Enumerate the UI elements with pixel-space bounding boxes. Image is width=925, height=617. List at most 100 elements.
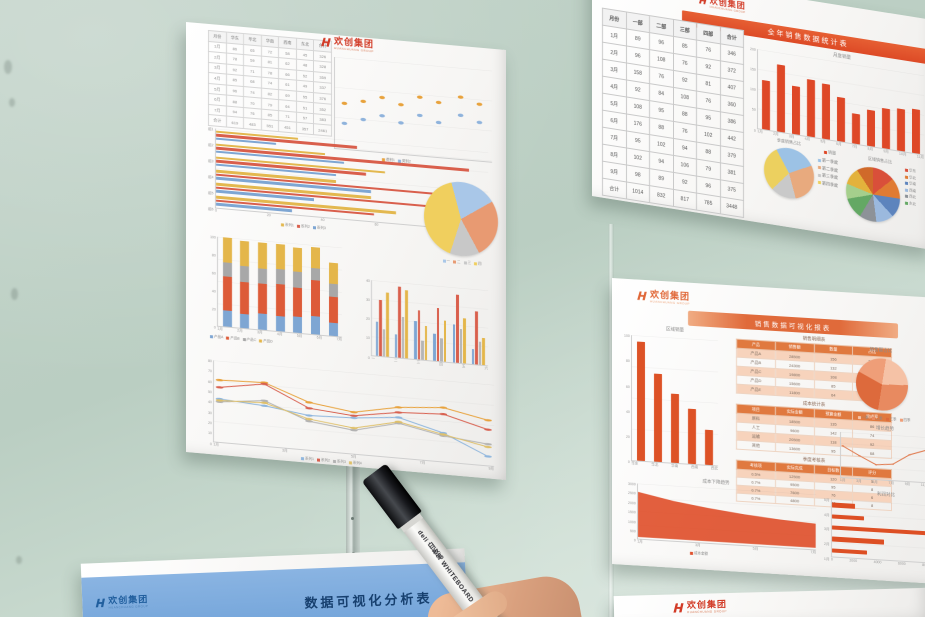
table-cell: 832	[649, 185, 673, 207]
horizontal-bar-legend: 系列1 系列2 系列3	[281, 222, 326, 231]
bar	[831, 514, 865, 521]
paper-dashboard-main: 月份华东华北华南西南东北合计1月86657258453262月785981624…	[186, 22, 506, 480]
chart-main: 1月 2月 3月 4月 5月 6月 7月	[217, 236, 342, 342]
bar	[382, 329, 386, 356]
stack-segment	[310, 267, 320, 282]
legend-swatch	[818, 158, 821, 162]
bar	[452, 324, 456, 363]
table-cell: 785	[696, 193, 720, 214]
bar-chart: 200 150 100 50 0 1月 2月 3月 4月 5月 6月 7月 8月 9月 10月 11月	[750, 47, 924, 160]
y-tick: 4月	[824, 512, 830, 517]
legend-item: 二季	[871, 416, 883, 422]
legend-label: 西北	[909, 194, 916, 200]
bar	[822, 82, 831, 140]
bar-group	[452, 287, 466, 363]
x-tick: 11月	[916, 153, 924, 160]
legend-label: 华东	[909, 168, 916, 174]
x-tick: 华东	[631, 460, 639, 466]
legend-swatch	[824, 150, 827, 154]
x-tick: 9月	[488, 465, 494, 471]
chart-plot	[334, 56, 492, 163]
chart-plot	[830, 499, 925, 563]
x-tick: 40	[320, 217, 325, 222]
legend-item: 系列2	[296, 224, 310, 230]
wall-smudge	[16, 556, 22, 564]
x-tick: 华北	[651, 461, 659, 467]
y-tick: 20	[208, 420, 212, 426]
table-cell: 11800	[775, 386, 814, 398]
table-cell: 其他	[736, 440, 776, 452]
x-tick: 二	[394, 357, 398, 363]
stacked-column	[222, 237, 232, 327]
legend-label: 第四季度	[822, 179, 838, 188]
legend-item: 系列3	[332, 459, 346, 465]
legend-swatch	[210, 335, 213, 339]
chart-svg	[341, 95, 483, 126]
x-tick: 5月	[350, 453, 357, 459]
chart-main: 0 2000 4000 6000 8000	[830, 499, 925, 567]
stack-segment	[328, 322, 338, 336]
x-tick: 7月	[888, 480, 894, 485]
table-cell: 483	[243, 117, 262, 131]
x-tick: 6000	[897, 560, 906, 566]
stack-segment	[257, 242, 267, 270]
legend-swatch	[905, 168, 908, 173]
y-tick: 20	[366, 316, 370, 322]
legend-swatch	[690, 551, 693, 555]
y-tick: 100	[624, 333, 630, 339]
x-tick: 9月	[883, 148, 889, 154]
company-logo: 欢创集团 HUANCHUANG GROUP	[672, 599, 727, 614]
chart-main: 华东 华北 华南 西南 西北	[631, 335, 718, 470]
y-tick: 80	[208, 358, 212, 364]
wall-panel-seam	[608, 224, 614, 617]
strip-screw	[351, 517, 354, 520]
y-tick: 3月	[824, 527, 830, 532]
bar	[433, 334, 436, 361]
legend-item: 产品A	[210, 334, 223, 340]
column-chart: 100 80 60 40 20 0 华东 华北 华南 西南 西北	[624, 333, 718, 471]
bar	[424, 325, 428, 360]
y-tick: 0	[209, 441, 212, 446]
x-tick: 2月	[773, 131, 779, 137]
x-tick: 6月	[316, 334, 323, 340]
chart-frame: 5月 4月 3月 2月 1月 0 2000 4000 6000 8000	[824, 498, 925, 567]
y-axis: 100 80 60 40 20 0	[210, 235, 217, 331]
chart-plot	[631, 335, 718, 466]
legend-label: 三季	[889, 416, 897, 422]
scatter-chart	[334, 56, 492, 163]
legend-swatch	[242, 337, 246, 342]
stack-segment	[293, 287, 303, 318]
table-cell: 357	[296, 122, 314, 135]
legend-swatch	[818, 165, 821, 170]
legend-label: 一	[446, 258, 451, 264]
pie-chart-quarters	[764, 144, 814, 203]
legend-swatch	[226, 336, 230, 340]
chart-frame: 200 150 100 50 0 1月 2月 3月 4月 5月 6月 7月 8月 9月 10月 11月	[750, 47, 924, 160]
legend-label: 系列1	[305, 456, 314, 462]
legend-label: 系列1	[285, 222, 294, 228]
legend-label: 四	[478, 261, 482, 266]
table-cell: 3448	[720, 196, 744, 218]
data-table: 月份 一部 二部 三部 四部 合计 1月 89 96 85 76 346 2月 96 108 76 92 372 3…	[602, 8, 744, 218]
x-tick: 2000	[849, 558, 858, 563]
bar	[671, 393, 680, 463]
stacked-column	[328, 246, 338, 336]
bar	[852, 112, 861, 144]
chart-main: 1月 3月 5月 7月	[637, 483, 816, 555]
bar	[831, 502, 856, 509]
legend-swatch	[301, 457, 304, 461]
pie1-legend: 第一季度 第二季度 第三季度 第四季度	[818, 157, 838, 189]
stack-segment	[240, 266, 250, 283]
stack-segment	[257, 312, 267, 330]
y-tick: 10	[208, 431, 212, 436]
bar	[463, 318, 466, 363]
legend-swatch	[259, 339, 263, 343]
table-cell: 产品E	[736, 384, 776, 396]
table-cell: 13600	[775, 442, 814, 454]
y-tick: 组6	[208, 207, 214, 212]
legend-label: 产品D	[263, 338, 273, 344]
x-tick: 0	[830, 556, 833, 562]
bar	[436, 308, 440, 361]
bar	[831, 536, 884, 545]
table-cell: 合计	[602, 178, 626, 199]
